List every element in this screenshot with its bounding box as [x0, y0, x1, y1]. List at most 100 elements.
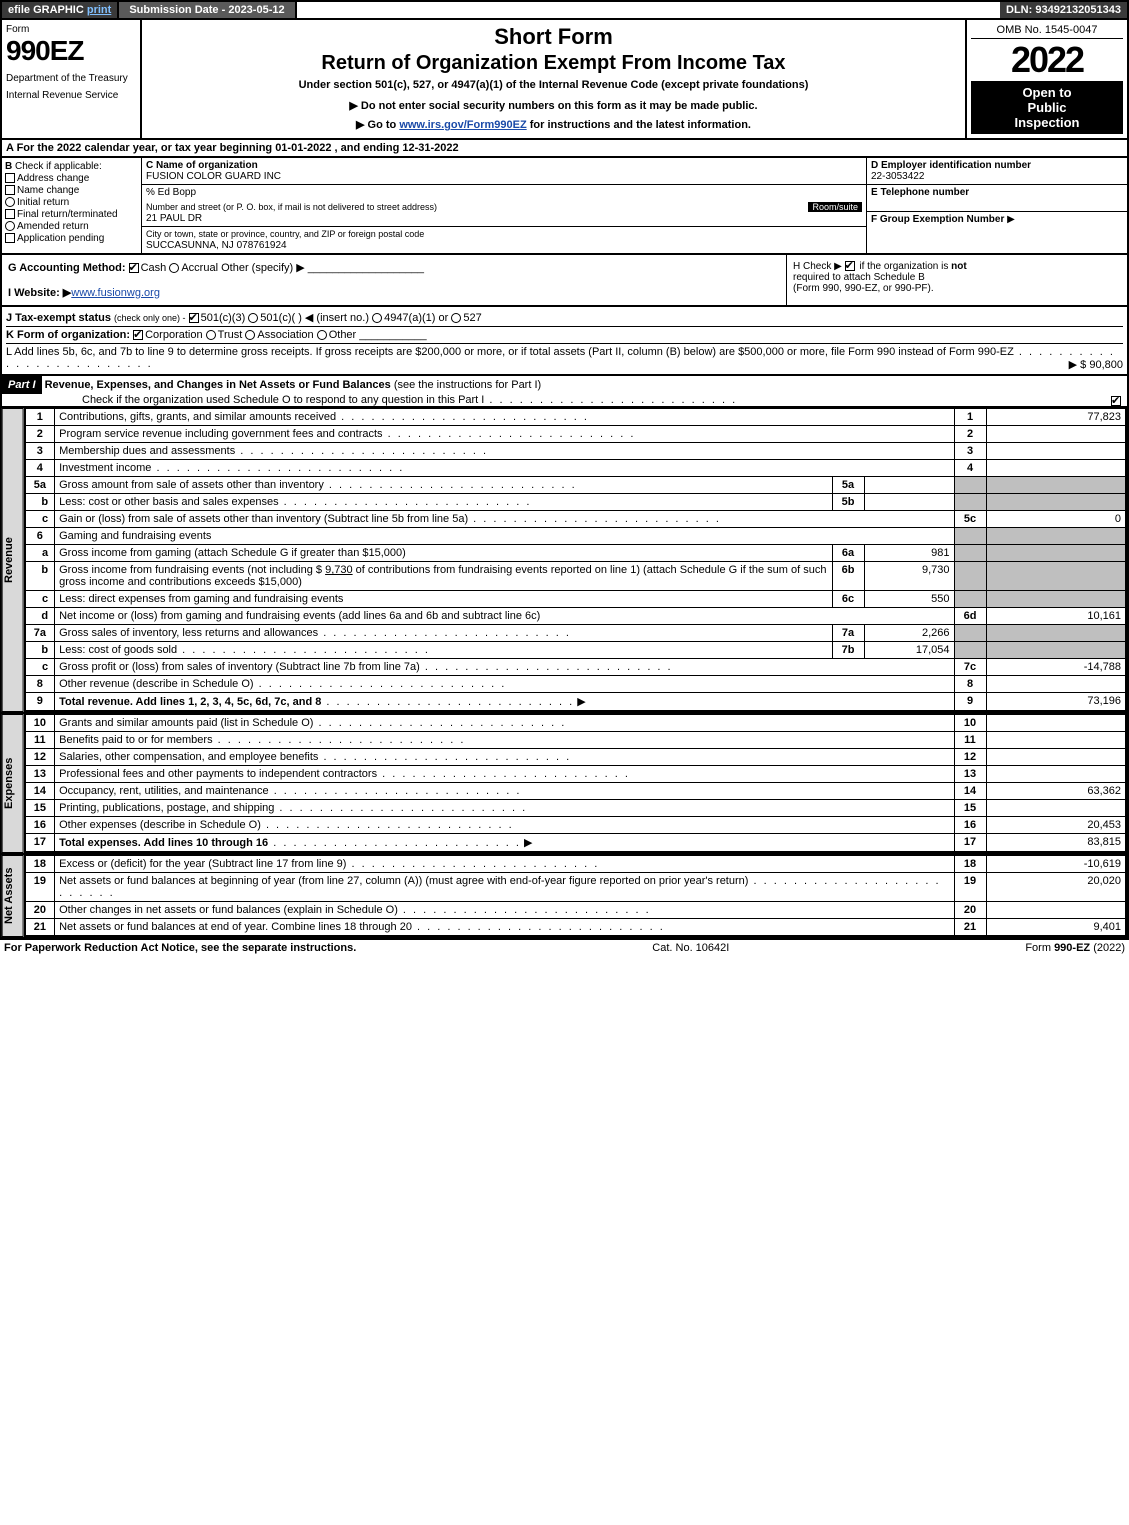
submission-date: Submission Date - 2023-05-12 — [119, 2, 296, 18]
side-revenue: Revenue — [2, 408, 24, 712]
form-label: Form — [6, 24, 136, 35]
part-1-checkline: Check if the organization used Schedule … — [2, 394, 484, 406]
page-footer: For Paperwork Reduction Act Notice, see … — [0, 939, 1129, 956]
chk-initial-return[interactable]: Initial return — [5, 197, 138, 208]
val-6b: 9,730 — [864, 562, 954, 591]
val-17: 83,815 — [986, 834, 1126, 853]
revenue-group: Revenue 1Contributions, gifts, grants, a… — [0, 408, 1129, 714]
room-label: Room/suite — [808, 202, 862, 212]
chk-application-pending[interactable]: Application pending — [5, 233, 138, 244]
chk-amended-return[interactable]: Amended return — [5, 221, 138, 232]
c-street-block: Number and street (or P. O. box, if mail… — [142, 200, 866, 227]
k-label: K Form of organization: — [6, 329, 130, 341]
chk-4947[interactable] — [372, 313, 382, 323]
checkbox-icon — [5, 233, 15, 243]
val-14: 63,362 — [986, 783, 1126, 800]
e-phone-block: E Telephone number — [867, 185, 1127, 212]
return-title: Return of Organization Exempt From Incom… — [150, 52, 957, 75]
c-name-label: C Name of organization — [146, 160, 258, 171]
val-16: 20,453 — [986, 817, 1126, 834]
expenses-group: Expenses 10Grants and similar amounts pa… — [0, 714, 1129, 855]
checkbox-icon — [5, 185, 15, 195]
chk-527[interactable] — [451, 313, 461, 323]
val-6b-inline: 9,730 — [325, 564, 353, 576]
chk-address-change[interactable]: Address change — [5, 173, 138, 184]
checkbox-icon — [5, 173, 15, 183]
l-gross-receipts: L Add lines 5b, 6c, and 7b to line 9 to … — [6, 343, 1123, 370]
city-state-zip: SUCCASUNNA, NJ 078761924 — [146, 240, 287, 251]
footer-mid: Cat. No. 10642I — [652, 942, 729, 954]
print-link[interactable]: print — [87, 4, 111, 16]
header-right: OMB No. 1545-0047 2022 Open to Public In… — [967, 20, 1127, 138]
val-6a: 981 — [864, 545, 954, 562]
part-1-label: Part I — [2, 376, 42, 394]
goto-link[interactable]: www.irs.gov/Form990EZ — [399, 119, 526, 131]
f-label: F Group Exemption Number — [871, 214, 1004, 225]
chk-trust[interactable] — [206, 330, 216, 340]
h-text2: if the organization is — [859, 261, 951, 272]
part-1-title2: (see the instructions for Part I) — [394, 379, 541, 391]
revenue-table: 1Contributions, gifts, grants, and simil… — [24, 408, 1127, 712]
row-a-tax-year: A For the 2022 calendar year, or tax yea… — [0, 140, 1129, 158]
chk-accrual[interactable] — [169, 263, 179, 273]
chk-corp[interactable] — [133, 330, 143, 340]
under-section: Under section 501(c), 527, or 4947(a)(1)… — [150, 79, 957, 91]
open-public-inspection: Open to Public Inspection — [971, 81, 1123, 134]
j-paren: (check only one) - — [114, 313, 186, 323]
netassets-group: Net Assets 18Excess or (deficit) for the… — [0, 855, 1129, 939]
e-label: E Telephone number — [871, 187, 969, 198]
inspect3: Inspection — [975, 115, 1119, 130]
h-not: not — [951, 261, 967, 272]
g-label: G Accounting Method: — [8, 262, 126, 274]
col-c: C Name of organization FUSION COLOR GUAR… — [142, 158, 867, 253]
h-check-block: H Check ▶ if the organization is not req… — [787, 255, 1127, 305]
section-bcdef: B Check if applicable: Address change Na… — [0, 158, 1129, 255]
d-label: D Employer identification number — [871, 160, 1031, 171]
part-1-header: Part I Revenue, Expenses, and Changes in… — [0, 376, 1129, 408]
inspect1: Open to — [975, 85, 1119, 100]
chk-name-change[interactable]: Name change — [5, 185, 138, 196]
i-website: I Website: ▶www.fusionwg.org — [8, 286, 780, 299]
side-expenses: Expenses — [2, 714, 24, 853]
donot-ssn: ▶ Do not enter social security numbers o… — [150, 99, 957, 112]
col-def: D Employer identification number 22-3053… — [867, 158, 1127, 253]
efile-label: efile GRAPHIC — [8, 4, 84, 16]
side-netassets: Net Assets — [2, 855, 24, 937]
org-name: FUSION COLOR GUARD INC — [146, 171, 281, 182]
l-text: L Add lines 5b, 6c, and 7b to line 9 to … — [6, 346, 1014, 358]
h-text4: (Form 990, 990-EZ, or 990-PF). — [793, 283, 934, 294]
efile-print: efile GRAPHIC print — [2, 2, 119, 18]
short-form: Short Form — [150, 24, 957, 50]
b-check: Check if applicable: — [15, 161, 102, 172]
col-b: B Check if applicable: Address change Na… — [2, 158, 142, 253]
ein-value: 22-3053422 — [871, 171, 924, 182]
goto-post: for instructions and the latest informat… — [527, 119, 751, 131]
val-7b: 17,054 — [864, 642, 954, 659]
val-9: 73,196 — [986, 693, 1126, 712]
inspect2: Public — [975, 100, 1119, 115]
checkbox-icon — [5, 209, 15, 219]
c-city-block: City or town, state or province, country… — [142, 227, 866, 253]
chk-final-return[interactable]: Final return/terminated — [5, 209, 138, 220]
chk-501c[interactable] — [248, 313, 258, 323]
val-7a: 2,266 — [864, 625, 954, 642]
chk-other[interactable] — [317, 330, 327, 340]
chk-501c3[interactable] — [189, 313, 199, 323]
tax-year: 2022 — [971, 39, 1123, 81]
j-tax-exempt: J Tax-exempt status (check only one) - 5… — [6, 311, 1123, 324]
val-18: -10,619 — [986, 856, 1126, 873]
val-5c: 0 — [986, 511, 1126, 528]
val-21: 9,401 — [986, 919, 1126, 937]
row-a-text: A For the 2022 calendar year, or tax yea… — [6, 142, 459, 154]
chk-schedule-o[interactable] — [1111, 396, 1121, 406]
f-arrow: ▶ — [1007, 214, 1015, 225]
chk-cash[interactable] — [129, 263, 139, 273]
website-link[interactable]: www.fusionwg.org — [71, 287, 160, 299]
chk-h[interactable] — [845, 261, 855, 271]
street-label: Number and street (or P. O. box, if mail… — [146, 202, 437, 212]
chk-assoc[interactable] — [245, 330, 255, 340]
h-text3: required to attach Schedule B — [793, 272, 925, 283]
footer-right: Form 990-EZ (2022) — [1025, 942, 1125, 954]
row-gh: G Accounting Method: Cash Accrual Other … — [0, 255, 1129, 307]
netassets-table: 18Excess or (deficit) for the year (Subt… — [24, 855, 1127, 937]
